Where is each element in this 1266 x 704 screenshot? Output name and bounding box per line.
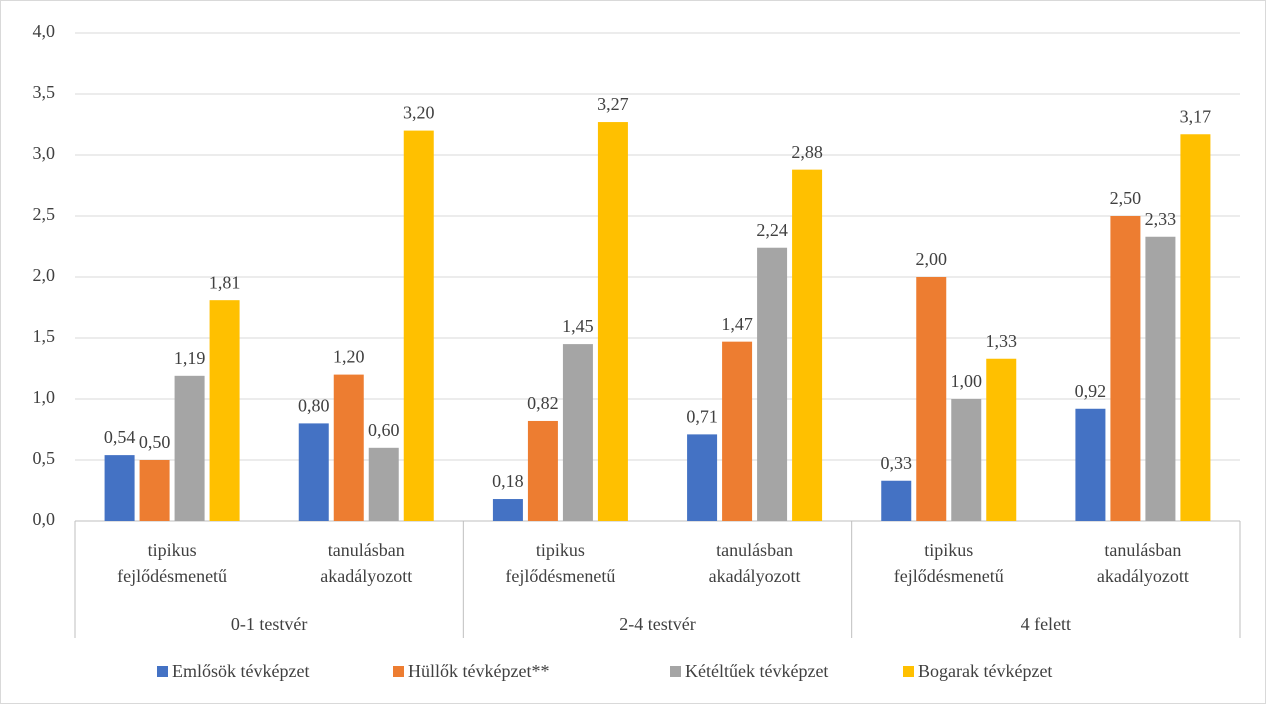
x-tick-label: fejlődésmenetű bbox=[894, 566, 1004, 586]
bar bbox=[139, 460, 170, 521]
x-tick-label: tipikus bbox=[148, 540, 197, 560]
value-label: 2,00 bbox=[916, 249, 948, 269]
value-label: 3,20 bbox=[403, 103, 435, 123]
value-label: 1,47 bbox=[721, 314, 753, 334]
legend-swatch bbox=[157, 666, 168, 677]
group-label: 2-4 testvér bbox=[619, 614, 695, 634]
x-tick-label: fejlődésmenetű bbox=[505, 566, 615, 586]
bar bbox=[333, 374, 364, 521]
bar bbox=[951, 399, 982, 521]
bar bbox=[1145, 236, 1176, 522]
y-tick-label: 0,5 bbox=[33, 448, 56, 468]
bar bbox=[597, 122, 628, 521]
bar bbox=[562, 344, 593, 521]
x-tick-label: akadályozott bbox=[320, 566, 412, 586]
value-label: 3,17 bbox=[1180, 106, 1212, 126]
y-tick-label: 3,0 bbox=[33, 143, 56, 163]
value-label: 0,92 bbox=[1075, 381, 1107, 401]
value-label: 0,82 bbox=[527, 393, 559, 413]
bar bbox=[1180, 134, 1211, 521]
value-label: 1,19 bbox=[174, 348, 206, 368]
legend-label: Emlősök tévképzet bbox=[172, 661, 309, 681]
value-label: 2,24 bbox=[756, 220, 788, 240]
bar bbox=[298, 423, 329, 521]
bar bbox=[722, 341, 753, 521]
y-tick-label: 2,5 bbox=[33, 204, 56, 224]
legend-swatch bbox=[903, 666, 914, 677]
x-tick-label: akadályozott bbox=[1097, 566, 1189, 586]
value-label: 1,81 bbox=[209, 272, 241, 292]
bar bbox=[403, 130, 434, 521]
y-tick-label: 0,0 bbox=[33, 509, 56, 529]
x-tick-label: akadályozott bbox=[709, 566, 801, 586]
x-tick-label: fejlődésmenetű bbox=[117, 566, 227, 586]
x-tick-label: tanulásban bbox=[716, 540, 793, 560]
x-tick-label: tipikus bbox=[924, 540, 973, 560]
legend-swatch bbox=[393, 666, 404, 677]
x-tick-label: tanulásban bbox=[328, 540, 405, 560]
value-label: 2,50 bbox=[1110, 188, 1142, 208]
y-tick-label: 1,0 bbox=[33, 387, 56, 407]
value-label: 0,33 bbox=[881, 453, 913, 473]
value-label: 3,27 bbox=[597, 94, 629, 114]
x-tick-label: tanulásban bbox=[1104, 540, 1181, 560]
bar bbox=[209, 300, 240, 521]
bar bbox=[368, 447, 399, 521]
bar bbox=[881, 480, 912, 521]
value-label: 0,71 bbox=[686, 407, 718, 427]
bar bbox=[687, 434, 718, 521]
bar bbox=[916, 277, 947, 521]
y-tick-label: 4,0 bbox=[33, 21, 56, 41]
bar bbox=[527, 420, 558, 521]
value-label: 0,60 bbox=[368, 420, 400, 440]
legend-label: Kétéltűek tévképzet bbox=[685, 661, 828, 681]
bar bbox=[792, 169, 823, 521]
y-tick-label: 2,0 bbox=[33, 265, 56, 285]
legend-swatch bbox=[670, 666, 681, 677]
value-label: 1,33 bbox=[986, 331, 1018, 351]
value-label: 0,80 bbox=[298, 396, 330, 416]
legend-label: Bogarak tévképzet bbox=[918, 661, 1052, 681]
value-label: 2,33 bbox=[1145, 209, 1177, 229]
bar bbox=[986, 358, 1017, 521]
x-tick-label: tipikus bbox=[536, 540, 585, 560]
bar bbox=[174, 375, 205, 521]
bar bbox=[492, 499, 523, 521]
group-label: 4 felett bbox=[1021, 614, 1071, 634]
group-label: 0-1 testvér bbox=[231, 614, 307, 634]
legend-label: Hüllők tévképzet** bbox=[408, 661, 549, 681]
value-label: 1,00 bbox=[951, 371, 983, 391]
value-label: 1,20 bbox=[333, 347, 365, 367]
y-tick-label: 3,5 bbox=[33, 82, 56, 102]
value-label: 1,45 bbox=[562, 316, 594, 336]
bar bbox=[104, 455, 135, 521]
value-label: 2,88 bbox=[791, 142, 823, 162]
value-label: 0,54 bbox=[104, 427, 136, 447]
bar bbox=[1110, 216, 1141, 521]
bar bbox=[1075, 408, 1106, 521]
value-label: 0,18 bbox=[492, 471, 524, 491]
y-tick-label: 1,5 bbox=[33, 326, 56, 346]
value-label: 0,50 bbox=[139, 432, 171, 452]
bar bbox=[757, 247, 788, 521]
